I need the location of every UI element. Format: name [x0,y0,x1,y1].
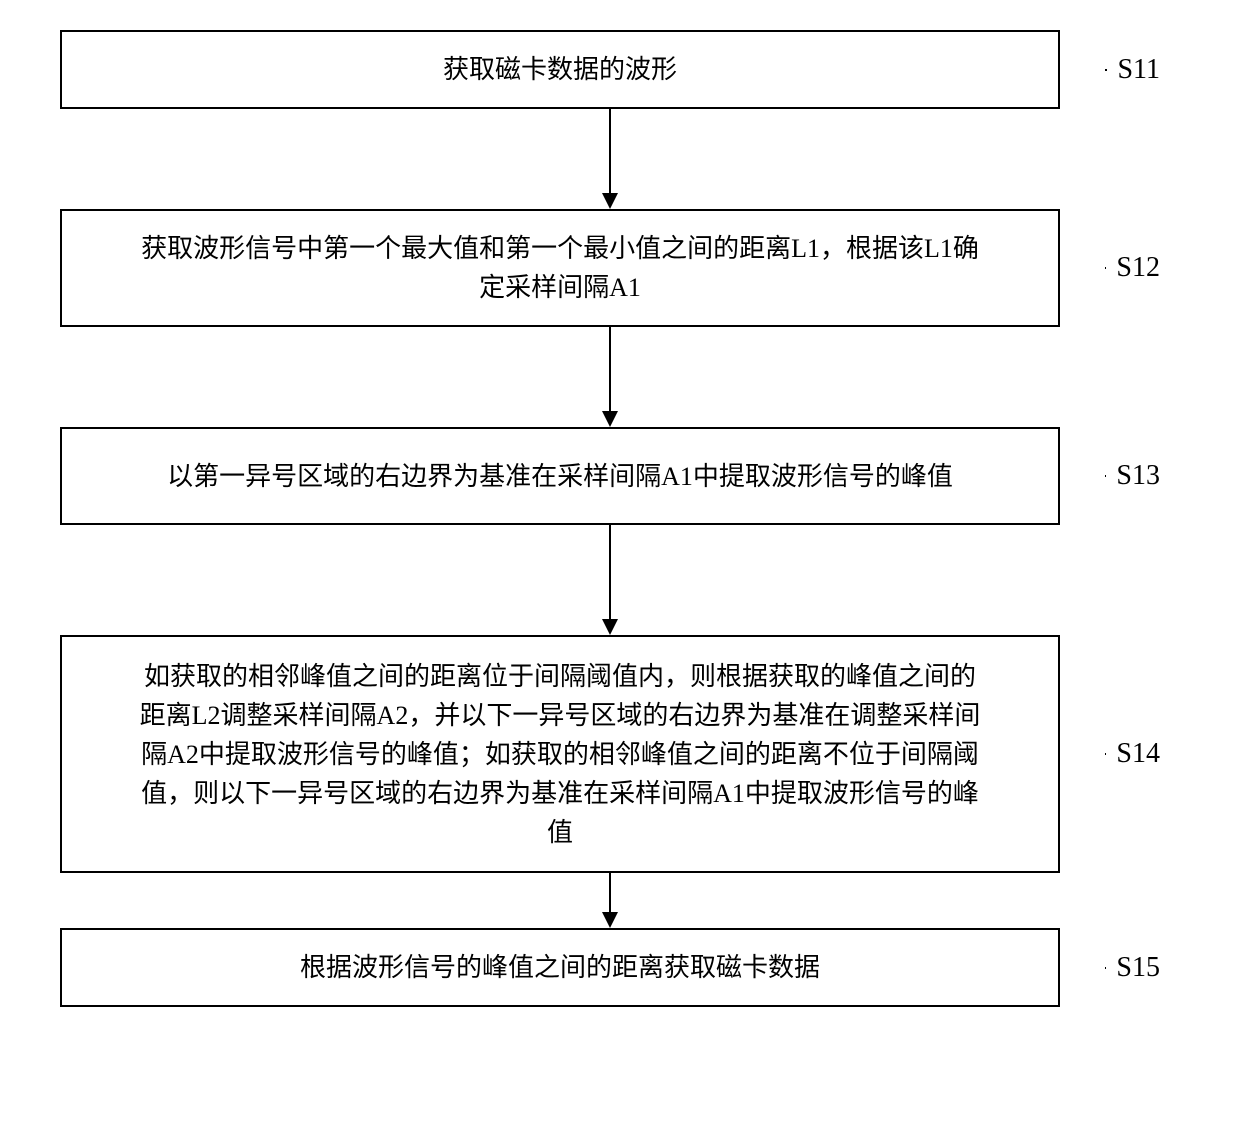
step-s12-text: 获取波形信号中第一个最大值和第一个最小值之间的距离L1，根据该L1确 定采样间隔… [141,229,979,307]
arrow-s14-s15 [110,873,1110,928]
connector-s11 [1105,31,1107,109]
step-s13-box: 以第一异号区域的右边界为基准在采样间隔A1中提取波形信号的峰值 [60,427,1060,525]
step-s11-label: S11 [1117,54,1160,86]
step-s14-text: 如获取的相邻峰值之间的距离位于间隔阈值内，则根据获取的峰值之间的 距离L2调整采… [140,657,981,852]
step-s13-text: 以第一异号区域的右边界为基准在采样间隔A1中提取波形信号的峰值 [167,457,953,496]
step-s15-label: S15 [1116,952,1160,984]
step-s15-wrapper: 根据波形信号的峰值之间的距离获取磁卡数据 S15 [60,928,1160,1007]
connector-s14 [1105,635,1106,873]
step-s14-box: 如获取的相邻峰值之间的距离位于间隔阈值内，则根据获取的峰值之间的 距离L2调整采… [60,635,1060,873]
step-s11-box: 获取磁卡数据的波形 [60,30,1060,109]
step-s13-label: S13 [1116,460,1160,492]
connector-s12 [1105,209,1106,327]
flowchart-container: 获取磁卡数据的波形 S11 获取波形信号中第一个最大值和第一个最小值之间的距离L… [60,30,1160,1007]
step-s14-label: S14 [1116,738,1160,770]
arrow-s13-s14 [110,525,1110,635]
step-s12-wrapper: 获取波形信号中第一个最大值和第一个最小值之间的距离L1，根据该L1确 定采样间隔… [60,209,1160,327]
step-s12-box: 获取波形信号中第一个最大值和第一个最小值之间的距离L1，根据该L1确 定采样间隔… [60,209,1060,327]
arrow-s11-s12 [110,109,1110,209]
step-s11-text: 获取磁卡数据的波形 [443,50,677,89]
arrow-s12-s13 [110,327,1110,427]
step-s11-wrapper: 获取磁卡数据的波形 S11 [60,30,1160,109]
step-s12-label: S12 [1116,252,1160,284]
step-s15-box: 根据波形信号的峰值之间的距离获取磁卡数据 [60,928,1060,1007]
connector-s13 [1105,427,1106,525]
connector-s15 [1105,929,1106,1007]
step-s13-wrapper: 以第一异号区域的右边界为基准在采样间隔A1中提取波形信号的峰值 S13 [60,427,1160,525]
step-s14-wrapper: 如获取的相邻峰值之间的距离位于间隔阈值内，则根据获取的峰值之间的 距离L2调整采… [60,635,1160,873]
step-s15-text: 根据波形信号的峰值之间的距离获取磁卡数据 [300,948,820,987]
